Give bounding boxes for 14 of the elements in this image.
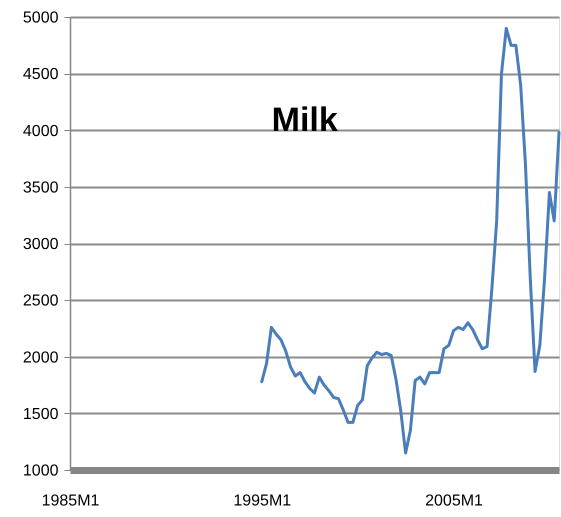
x-tick-label: 1985M1	[42, 492, 100, 510]
y-tick-label: 3000	[22, 236, 59, 253]
y-tick-label: 5000	[22, 10, 59, 26]
y-tick-label: 1000	[22, 462, 59, 480]
y-tick-label: 4000	[22, 122, 59, 140]
x-tick-label: 2005M1	[425, 492, 484, 510]
y-tick-label: 3500	[22, 179, 59, 196]
y-tick-label: 1500	[22, 406, 59, 423]
line-series	[260, 26, 560, 455]
y-tick-label: 2500	[22, 292, 59, 310]
y-tick-label: 4500	[22, 66, 59, 84]
text: Milk	[272, 101, 338, 140]
x-tick-label: 1995M1	[233, 492, 292, 510]
y-tick-label: 2000	[22, 349, 59, 366]
